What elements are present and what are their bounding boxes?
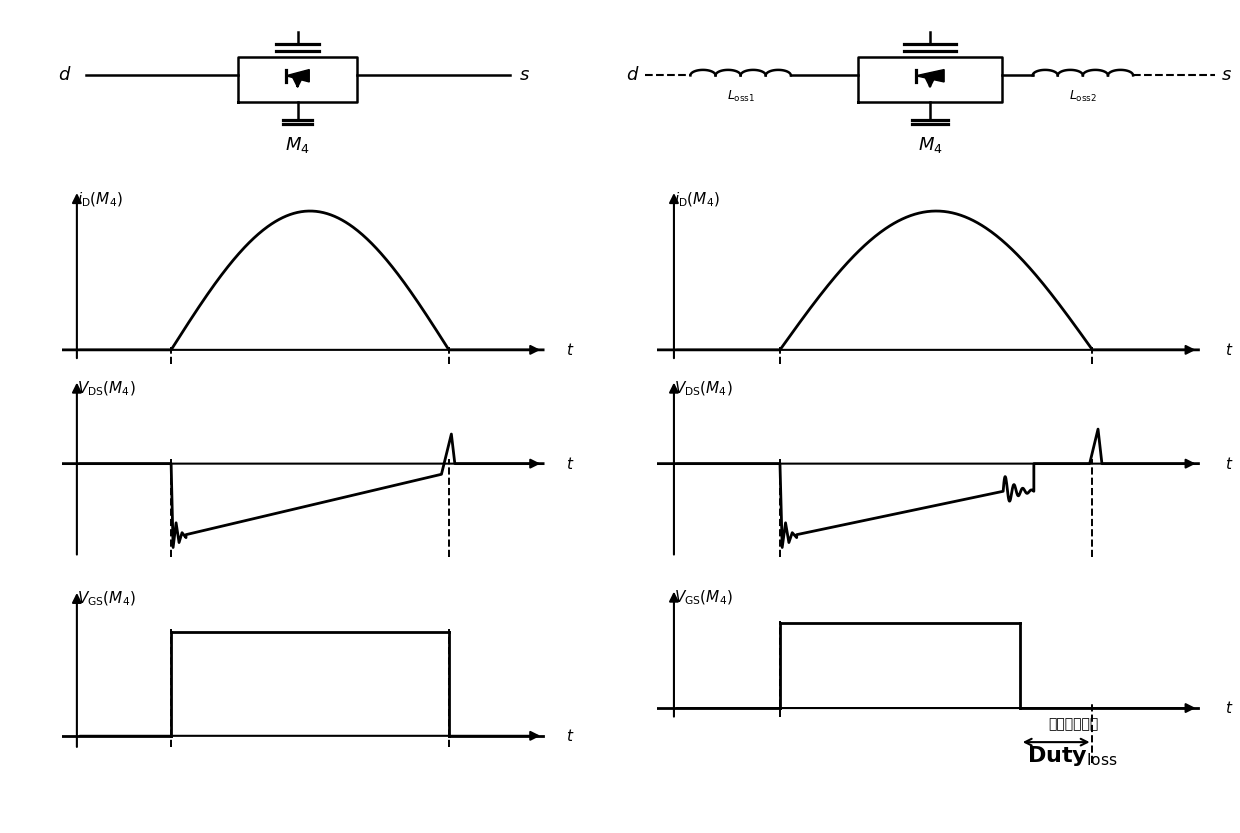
Text: $s$: $s$	[520, 67, 529, 84]
Text: $M_4$: $M_4$	[918, 135, 942, 156]
Text: $L_{\mathrm{oss2}}$: $L_{\mathrm{oss2}}$	[1069, 89, 1097, 104]
Text: $i_{\mathrm{D}}(M_4)$: $i_{\mathrm{D}}(M_4)$	[77, 190, 123, 208]
Text: $V_{\mathrm{GS}}(M_4)$: $V_{\mathrm{GS}}(M_4)$	[77, 590, 135, 608]
Text: $t$: $t$	[1225, 456, 1233, 471]
Text: $t$: $t$	[1225, 700, 1233, 716]
Text: 丢失的占空比: 丢失的占空比	[1048, 716, 1099, 731]
Polygon shape	[916, 70, 944, 82]
Text: $V_{\mathrm{DS}}(M_4)$: $V_{\mathrm{DS}}(M_4)$	[675, 380, 733, 398]
Text: $M_4$: $M_4$	[285, 135, 310, 156]
Text: $V_{\mathrm{GS}}(M_4)$: $V_{\mathrm{GS}}(M_4)$	[675, 589, 733, 607]
Text: $t$: $t$	[567, 342, 575, 358]
Text: $t$: $t$	[567, 728, 575, 744]
Text: $d$: $d$	[58, 67, 72, 84]
Text: $s$: $s$	[1221, 67, 1231, 84]
Text: $V_{\mathrm{DS}}(M_4)$: $V_{\mathrm{DS}}(M_4)$	[77, 380, 135, 398]
Text: $t$: $t$	[567, 456, 575, 471]
Text: $L_{\mathrm{oss1}}$: $L_{\mathrm{oss1}}$	[727, 89, 755, 104]
Text: Duty$_{\mathrm{loss}}$: Duty$_{\mathrm{loss}}$	[1028, 745, 1118, 768]
Polygon shape	[286, 70, 309, 82]
Text: $t$: $t$	[1225, 342, 1233, 358]
Text: $i_{\mathrm{D}}(M_4)$: $i_{\mathrm{D}}(M_4)$	[675, 190, 719, 208]
Text: $d$: $d$	[626, 67, 639, 84]
